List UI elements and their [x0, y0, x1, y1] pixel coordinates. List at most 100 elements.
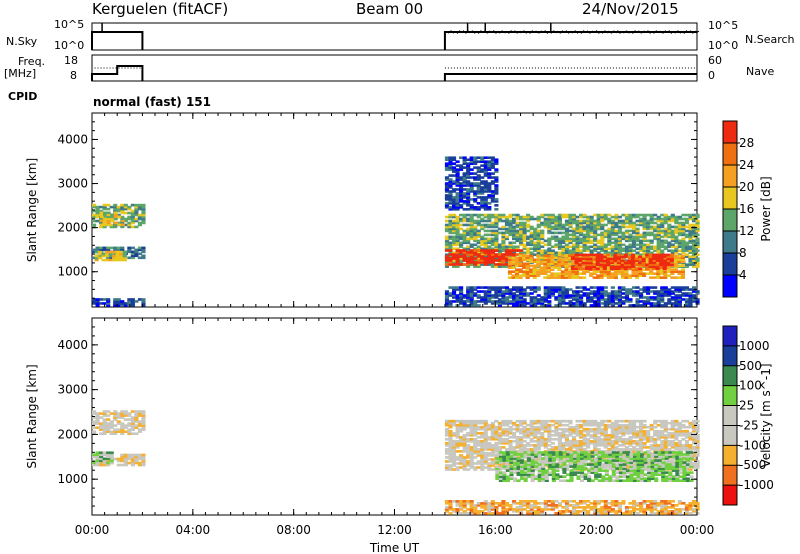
nsky-tick-bottom: 10^0: [54, 39, 85, 52]
power-panel-ytick-label: 4000: [57, 132, 88, 146]
nsky-noise: [644, 30, 648, 34]
velocity-panel-colorbar-segment: [723, 485, 737, 506]
nsky-noise: [653, 30, 658, 34]
nsky-noise: [544, 30, 549, 34]
station-title: Kerguelen (fitACF): [92, 0, 229, 18]
time-xtick-label: 04:00: [176, 523, 211, 537]
velocity-panel-colorbar-tick-label: 100: [739, 379, 762, 393]
power-panel-colorbar-segment: [723, 121, 737, 144]
time-xtick-label: 16:00: [478, 523, 513, 537]
freq-label: Freq.: [18, 55, 46, 68]
nsky-noise: [623, 30, 627, 34]
nave-tick-bottom: 0: [708, 69, 715, 82]
velocity-panel-colorbar-segment: [723, 326, 737, 347]
nsky-noise: [465, 30, 470, 34]
velocity-panel-colorbar-segment: [723, 465, 737, 486]
nsky-noise: [535, 30, 539, 34]
power-panel-colorbar-tick-label: 12: [739, 224, 754, 238]
nsky-noise: [520, 30, 524, 34]
nsearch-label: N.Search: [745, 33, 795, 46]
nsky-noise: [665, 31, 669, 33]
nsky-noise: [444, 30, 449, 34]
velocity-panel-scatter-region: [495, 451, 694, 483]
nsky-noise: [592, 30, 597, 34]
nsky-noise: [610, 30, 615, 34]
nsky-noise: [453, 30, 458, 34]
nsky-noise: [629, 31, 633, 33]
nsky-noise: [568, 30, 573, 34]
freq-line-segment-2: [443, 73, 697, 81]
beam-title: Beam 00: [356, 0, 424, 18]
nave-tick-top: 60: [708, 54, 722, 67]
nsky-noise: [514, 30, 518, 34]
nsky-noise: [447, 30, 452, 34]
power-panel-colorbar-tick-label: 4: [739, 268, 747, 282]
nsky-noise: [517, 30, 521, 34]
date-title: 24/Nov/2015: [582, 0, 679, 18]
power-panel-colorbar-segment: [723, 209, 737, 232]
cpid-label: CPID: [8, 90, 38, 103]
time-xlabel: Time UT: [369, 541, 420, 554]
nsky-noise: [595, 30, 600, 34]
power-panel-colorbar-tick-label: 20: [739, 180, 754, 194]
power-panel-colorbar-tick-label: 24: [739, 158, 754, 172]
nsky-noise: [523, 30, 527, 34]
nsky-noise: [620, 30, 624, 34]
power-panel-colorbar-segment: [723, 253, 737, 276]
mhz-label: [MHz]: [4, 67, 37, 80]
power-panel-ytick-label: 1000: [57, 265, 88, 279]
nsky-noise: [505, 30, 509, 34]
velocity-panel-scatter-region: [444, 500, 700, 515]
velocity-panel-colorbar-tick-label: 1000: [739, 339, 770, 353]
nsky-noise: [486, 30, 491, 34]
nsky-noise: [641, 30, 645, 34]
power-panel-ytick-label: 3000: [57, 177, 88, 191]
velocity-panel-colorbar-tick-label: -100: [739, 438, 766, 452]
nsky-noise: [604, 30, 609, 34]
power-panel-scatter-region: [444, 213, 700, 268]
time-xtick-label: 00:00: [75, 523, 110, 537]
nsky-noise: [583, 31, 588, 33]
nsky-noise: [541, 31, 545, 33]
velocity-panel-colorbar-segment: [723, 425, 737, 446]
nsky-noise: [481, 30, 485, 34]
velocity-panel-ytick-label: 4000: [57, 338, 88, 352]
nsky-noise: [586, 30, 591, 34]
nsky-noise: [677, 30, 682, 34]
nsky-noise: [695, 30, 700, 34]
power-panel-scatter-region: [99, 211, 125, 227]
power-panel-colorbar-segment: [723, 275, 737, 298]
nsky-noise: [462, 30, 467, 34]
nsky-noise: [565, 30, 570, 34]
velocity-panel-ylabel: Slant Range [km]: [25, 364, 39, 468]
nsky-noise: [502, 30, 506, 34]
velocity-panel-colorbar-segment: [723, 365, 737, 386]
nsky-noise: [492, 30, 497, 34]
nsky-noise: [577, 31, 582, 33]
nsky-noise: [659, 30, 663, 34]
time-xtick-label: 00:00: [680, 523, 715, 537]
power-panel-scatter-region: [570, 253, 674, 271]
freq-tick-bottom: 8: [70, 69, 77, 82]
nsky-noise: [662, 30, 667, 34]
nsky-noise: [580, 30, 585, 34]
power-panel-colorbar-segment: [723, 165, 737, 188]
velocity-panel-colorbar-tick-label: -25: [739, 418, 759, 432]
nsky-noise: [668, 30, 673, 34]
power-panel-colorbar-tick-label: 8: [739, 246, 747, 260]
power-panel-colorbar-segment: [723, 231, 737, 254]
nsky-noise: [689, 30, 694, 34]
time-xtick-label: 08:00: [276, 523, 311, 537]
velocity-panel-ytick-label: 3000: [57, 383, 88, 397]
velocity-panel-scatter-region: [92, 451, 114, 465]
velocity-panel-colorbar-frame: [722, 325, 738, 506]
cpid-value: normal (fast) 151: [93, 95, 211, 109]
nsky-noise: [553, 30, 558, 34]
velocity-panel-colorbar-tick-label: 500: [739, 359, 762, 373]
velocity-panel-colorbar-tick-label: -500: [739, 458, 766, 472]
nsky-noise: [490, 31, 494, 33]
nsky-noise: [671, 30, 675, 34]
power-panel-colorbar-tick-label: 28: [739, 136, 754, 150]
nsky-noise: [529, 30, 533, 34]
